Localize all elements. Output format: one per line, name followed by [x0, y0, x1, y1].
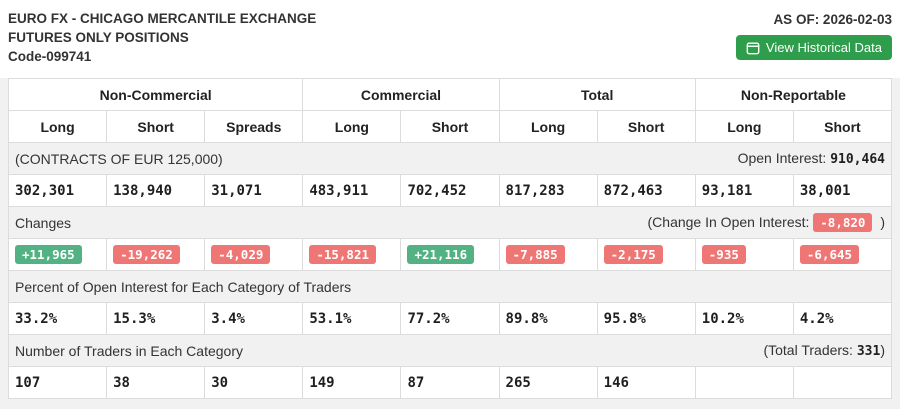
contracts-label: (CONTRACTS OF EUR 125,000): [15, 150, 223, 167]
col-t-short: Short: [596, 110, 696, 143]
traders-cell: 149: [302, 366, 402, 399]
percent-cell: 53.1%: [302, 302, 402, 335]
traders-cell: 265: [498, 366, 598, 399]
total-traders: (Total Traders: 331): [763, 342, 885, 359]
percent-cell: 15.3%: [106, 302, 206, 335]
open-interest-value: 910,464: [830, 152, 885, 167]
percent-label: Percent of Open Interest for Each Catego…: [15, 278, 352, 295]
percent-cell: 33.2%: [7, 302, 108, 335]
change-in-open-interest: (Change In Open Interest: -8,820 ): [648, 213, 885, 232]
traders-cell: [792, 366, 893, 399]
percent-cell: 89.8%: [498, 302, 598, 335]
percent-cell: 4.2%: [792, 302, 893, 335]
page-header: EURO FX - CHICAGO MERCANTILE EXCHANGE FU…: [0, 0, 900, 78]
open-interest-label: Open Interest:: [737, 150, 827, 166]
position-cell: 872,463: [596, 174, 696, 207]
header-right: AS OF: 2026-02-03 View Historical Data: [735, 12, 892, 60]
change-badge: -15,821: [309, 245, 377, 264]
percent-row: 33.2% 15.3% 3.4% 53.1% 77.2% 89.8% 95.8%…: [7, 302, 893, 335]
changes-label: Changes: [15, 214, 72, 231]
position-cell: 817,283: [498, 174, 598, 207]
view-historical-data-button[interactable]: View Historical Data: [735, 35, 892, 60]
traders-cell: 38: [106, 366, 206, 399]
col-nc-spreads: Spreads: [204, 110, 304, 143]
change-badge: -2,175: [603, 245, 663, 264]
position-cell: 31,071: [204, 174, 304, 207]
position-cell: 702,452: [400, 174, 500, 207]
traders-cell: 87: [400, 366, 500, 399]
col-t-long: Long: [498, 110, 598, 143]
changes-label-row: Changes (Change In Open Interest: -8,820…: [8, 206, 892, 239]
change-badge: -7,885: [505, 245, 565, 264]
total-traders-value: 331: [856, 344, 881, 359]
traders-cell: 146: [596, 366, 696, 399]
change-badge: -6,645: [799, 245, 860, 264]
group-commercial: Commercial: [302, 78, 500, 111]
percent-cell: 95.8%: [596, 302, 696, 335]
col-c-long: Long: [302, 110, 402, 143]
group-total: Total: [498, 78, 696, 111]
change-badge: +11,965: [15, 245, 82, 264]
change-oi-prefix: (Change In Open Interest:: [647, 214, 810, 230]
view-historical-data-label: View Historical Data: [765, 40, 882, 55]
traders-label: Number of Traders in Each Category: [15, 342, 243, 359]
traders-cell: 30: [204, 366, 304, 399]
position-cell: 138,940: [106, 174, 206, 207]
col-nr-short: Short: [792, 110, 893, 143]
group-header-row: Non-Commercial Commercial Total Non-Repo…: [7, 78, 893, 111]
change-badge: -19,262: [113, 245, 180, 264]
change-oi-suffix: ): [880, 214, 885, 230]
total-traders-suffix: ): [880, 342, 885, 358]
change-badge: +21,116: [407, 245, 475, 264]
cot-table: Non-Commercial Commercial Total Non-Repo…: [7, 78, 893, 399]
col-nr-long: Long: [694, 110, 794, 143]
traders-row: 107 38 30 149 87 265 146: [7, 366, 893, 399]
positions-row: 302,301 138,940 31,071 483,911 702,452 8…: [7, 174, 893, 207]
report-title: EURO FX - CHICAGO MERCANTILE EXCHANGE: [8, 11, 317, 26]
total-traders-prefix: (Total Traders:: [763, 342, 853, 358]
position-cell: 93,181: [694, 174, 794, 207]
position-cell: 38,001: [792, 174, 893, 207]
change-badge: -4,029: [211, 245, 271, 264]
contracts-label-row: (CONTRACTS OF EUR 125,000) Open Interest…: [8, 142, 892, 175]
as-of-date: AS OF: 2026-02-03: [773, 12, 892, 27]
group-non-commercial: Non-Commercial: [7, 78, 304, 111]
col-nc-long: Long: [7, 110, 108, 143]
traders-cell: [694, 366, 794, 399]
report-subtitle: FUTURES ONLY POSITIONS: [8, 30, 189, 45]
group-non-reportable: Non-Reportable: [694, 78, 893, 111]
open-interest: Open Interest: 910,464: [738, 150, 885, 167]
calendar-icon: [746, 41, 760, 55]
percent-cell: 10.2%: [694, 302, 794, 335]
col-c-short: Short: [400, 110, 500, 143]
traders-cell: 107: [7, 366, 108, 399]
position-cell: 302,301: [7, 174, 108, 207]
percent-cell: 77.2%: [400, 302, 500, 335]
col-nc-short: Short: [106, 110, 206, 143]
percent-label-row: Percent of Open Interest for Each Catego…: [8, 270, 892, 303]
position-cell: 483,911: [302, 174, 402, 207]
column-header-row: Long Short Spreads Long Short Long Short…: [7, 110, 893, 143]
traders-label-row: Number of Traders in Each Category (Tota…: [8, 334, 892, 367]
changes-row: +11,965 -19,262 -4,029 -15,821 +21,116 -…: [7, 238, 893, 271]
change-badge: -935: [701, 245, 746, 264]
change-oi-badge: -8,820: [813, 213, 873, 232]
report-title-block: EURO FX - CHICAGO MERCANTILE EXCHANGE FU…: [8, 9, 316, 66]
percent-cell: 3.4%: [204, 302, 304, 335]
report-code: Code-099741: [8, 49, 92, 64]
